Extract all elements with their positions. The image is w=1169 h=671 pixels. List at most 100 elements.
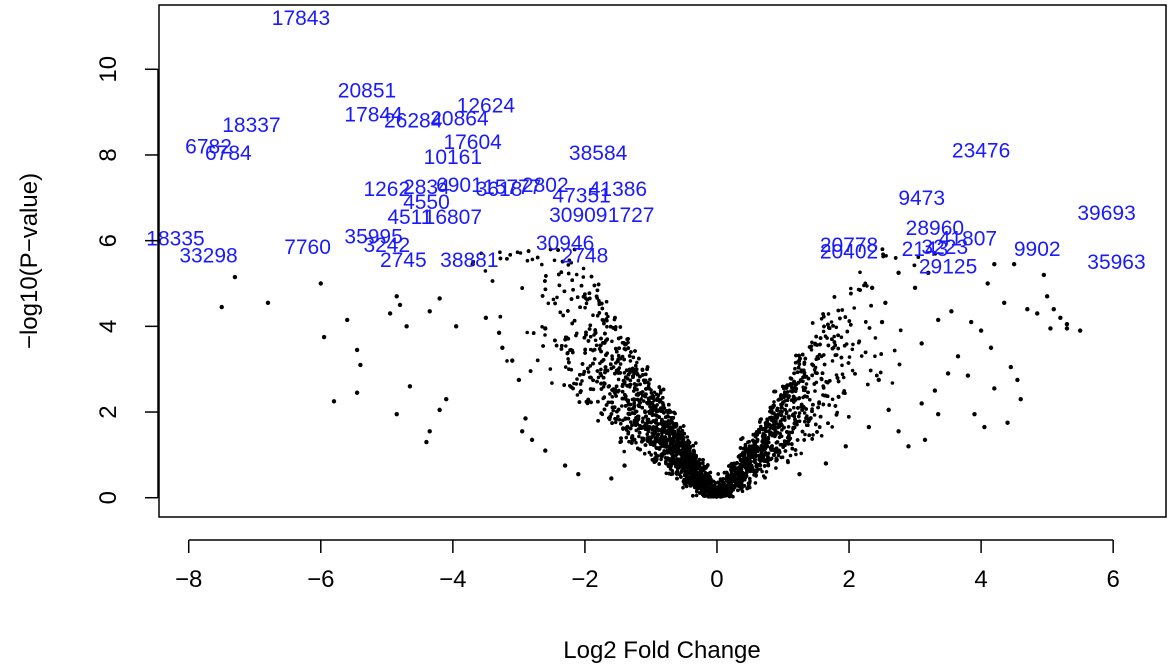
data-point <box>784 386 789 390</box>
data-point <box>833 343 837 348</box>
data-point <box>649 391 654 395</box>
data-point <box>600 318 605 322</box>
data-point <box>574 272 579 277</box>
data-point <box>640 419 645 424</box>
data-point <box>792 371 796 376</box>
data-point <box>793 385 797 390</box>
data-point <box>858 270 862 275</box>
data-point <box>814 422 818 427</box>
data-point <box>803 356 808 361</box>
data-point <box>863 350 868 355</box>
data-point <box>626 416 631 421</box>
data-point <box>599 336 603 341</box>
data-point <box>753 457 757 462</box>
data-point <box>559 347 564 351</box>
data-point <box>617 418 622 422</box>
data-point <box>796 365 801 370</box>
data-point <box>655 414 659 418</box>
data-point <box>836 308 841 313</box>
data-point <box>671 436 675 441</box>
data-point <box>604 338 608 343</box>
data-point <box>721 487 725 492</box>
data-point <box>858 288 862 292</box>
data-point <box>674 449 679 454</box>
data-point <box>630 423 634 428</box>
data-point <box>606 400 611 405</box>
data-point <box>804 416 808 420</box>
data-point <box>626 431 630 436</box>
data-point <box>832 340 837 344</box>
data-point <box>698 471 703 476</box>
data-point <box>587 291 592 296</box>
data-point <box>607 384 611 388</box>
data-point <box>602 321 606 326</box>
data-point <box>668 467 673 471</box>
data-point <box>774 446 779 451</box>
data-point <box>802 411 807 415</box>
data-point <box>840 363 844 368</box>
data-point <box>840 372 845 377</box>
data-point <box>826 421 830 426</box>
data-point <box>544 274 548 278</box>
data-point <box>892 348 897 353</box>
data-point <box>644 423 648 428</box>
data-point <box>602 395 606 400</box>
data-point <box>744 471 748 476</box>
data-point <box>691 494 695 498</box>
data-point <box>632 397 636 402</box>
data-point <box>694 441 698 445</box>
data-point <box>687 440 692 445</box>
data-point <box>581 275 586 279</box>
data-point <box>675 476 679 481</box>
data-point <box>645 418 650 422</box>
data-point <box>596 375 601 380</box>
data-point <box>604 353 608 357</box>
data-point <box>645 365 650 369</box>
data-point <box>626 346 631 350</box>
data-point <box>575 295 580 300</box>
data-point <box>604 312 609 316</box>
data-point <box>682 482 687 486</box>
data-point <box>663 415 668 420</box>
data-point <box>672 410 676 415</box>
data-point <box>589 274 594 279</box>
data-point <box>596 399 600 404</box>
data-point <box>583 351 587 355</box>
data-point <box>764 444 768 449</box>
data-point <box>781 384 785 389</box>
data-point <box>627 407 632 412</box>
data-point <box>742 453 747 457</box>
data-point <box>619 439 623 444</box>
data-point <box>749 463 754 468</box>
data-point <box>704 493 708 498</box>
data-point <box>645 432 649 437</box>
data-point <box>618 356 623 361</box>
data-point <box>635 360 639 365</box>
data-point <box>599 367 603 372</box>
data-point <box>543 287 548 292</box>
data-point <box>789 398 794 403</box>
data-point <box>556 248 560 252</box>
data-point <box>648 439 653 443</box>
data-point <box>697 457 702 462</box>
data-point <box>791 412 796 417</box>
data-point <box>816 356 821 361</box>
data-point <box>725 471 729 476</box>
data-point <box>618 325 623 329</box>
data-point <box>836 379 841 384</box>
data-point <box>817 401 821 406</box>
data-point <box>594 294 599 299</box>
data-point <box>765 418 770 422</box>
data-point <box>779 405 784 410</box>
data-point <box>817 425 822 429</box>
data-point <box>789 385 794 390</box>
data-point <box>601 375 606 380</box>
data-point <box>568 348 572 352</box>
data-point <box>764 470 769 474</box>
data-point <box>704 473 709 478</box>
data-point <box>779 397 784 401</box>
data-point <box>563 365 568 369</box>
data-point <box>572 318 577 323</box>
data-point <box>572 381 576 386</box>
data-point <box>661 408 665 412</box>
